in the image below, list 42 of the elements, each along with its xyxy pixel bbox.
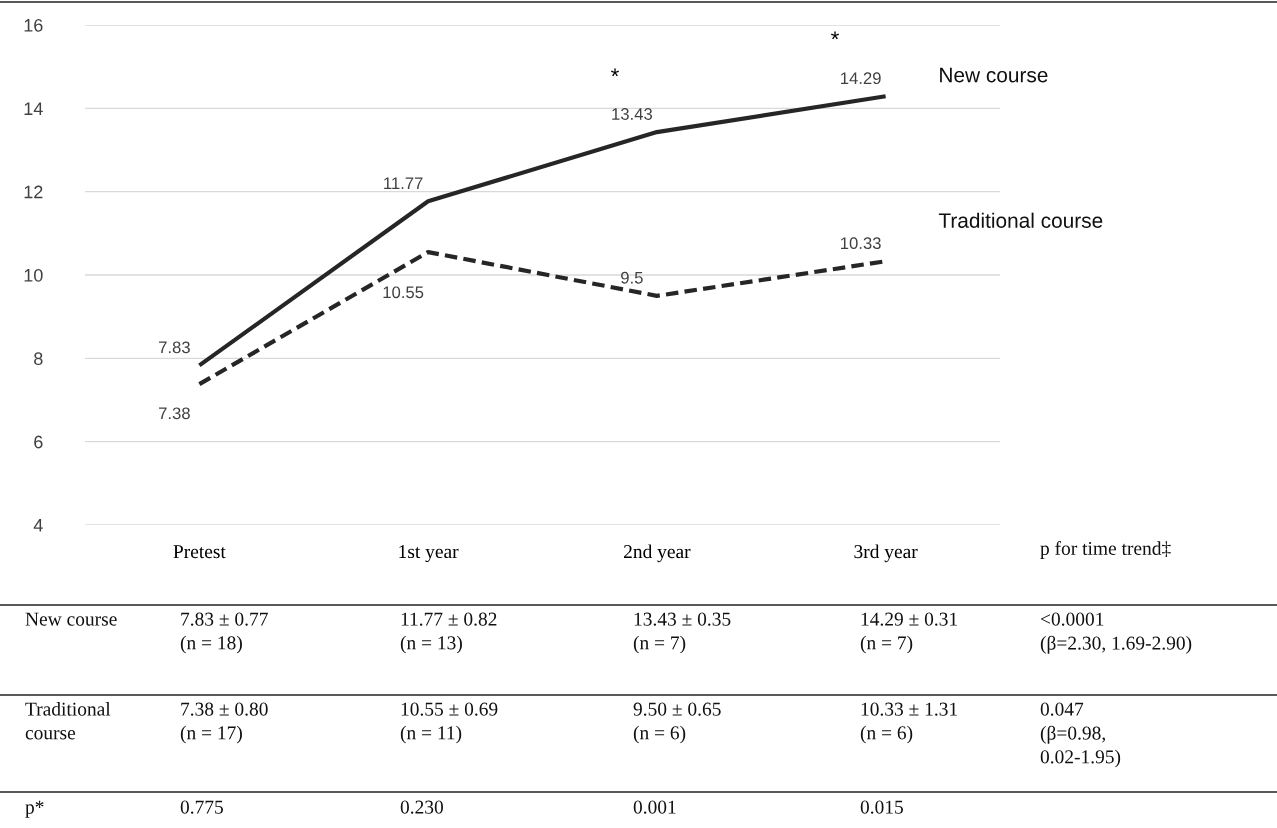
y-tick-label: 4 [33,519,43,532]
text: p* [25,800,44,818]
text: 0.230 [400,800,444,814]
y-tick-label: 6 [34,435,43,449]
text: 0.015 [860,800,903,814]
text: <0.0001 (β=2.30, 1.69-2.90) [1040,612,1192,654]
line-series [197,94,888,368]
y-tick-label: 8 [34,352,43,366]
text: 0.001 [633,800,676,814]
x-tick-label: 1st year [399,545,459,563]
data-label: 7.83 [159,341,190,354]
text: 13.43 ± 0.35 (n = 7) [633,612,731,654]
text: New course [940,67,1048,83]
text: Traditional course [938,212,1103,228]
text: 11.77 ± 0.82 (n = 13) [400,612,497,654]
data-label: 9.5 [621,271,643,284]
x-tick-label: 2nd year [623,544,691,563]
y-tick-label: 16 [24,18,43,32]
data-label: 10.55 [383,286,424,299]
text: 0.775 [180,800,223,814]
data-label: 10.33 [841,237,881,250]
x-tick-label: 3rd year [854,544,918,563]
data-label: 14.29 [841,72,881,85]
text: New course [25,612,117,626]
text: 0.047 (β=0.98, 0.02-1.95) [1040,702,1121,768]
text: Traditional course [25,702,111,740]
text: 9.50 ± 0.65 (n = 6) [633,702,721,744]
text: 7.38 ± 0.80 (n = 17) [180,702,268,744]
text: p for time trend‡ [1040,541,1171,559]
data-label: 13.43 [612,108,652,120]
text: 14.29 ± 0.31 (n = 7) [860,612,957,654]
data-label: 11.77 [384,177,423,189]
y-tick-label: 10 [24,268,43,282]
y-tick-label: 14 [24,102,43,115]
annotation: * [831,31,839,40]
y-tick-label: 12 [24,185,43,199]
data-label: 7.38 [159,407,190,420]
x-tick-label: Pretest [173,545,226,559]
text: 7.83 ± 0.77 (n = 18) [180,612,268,654]
text: 10.33 ± 1.31 (n = 6) [860,702,957,744]
annotation: * [611,68,619,77]
text: 10.55 ± 0.69 (n = 11) [400,702,498,744]
